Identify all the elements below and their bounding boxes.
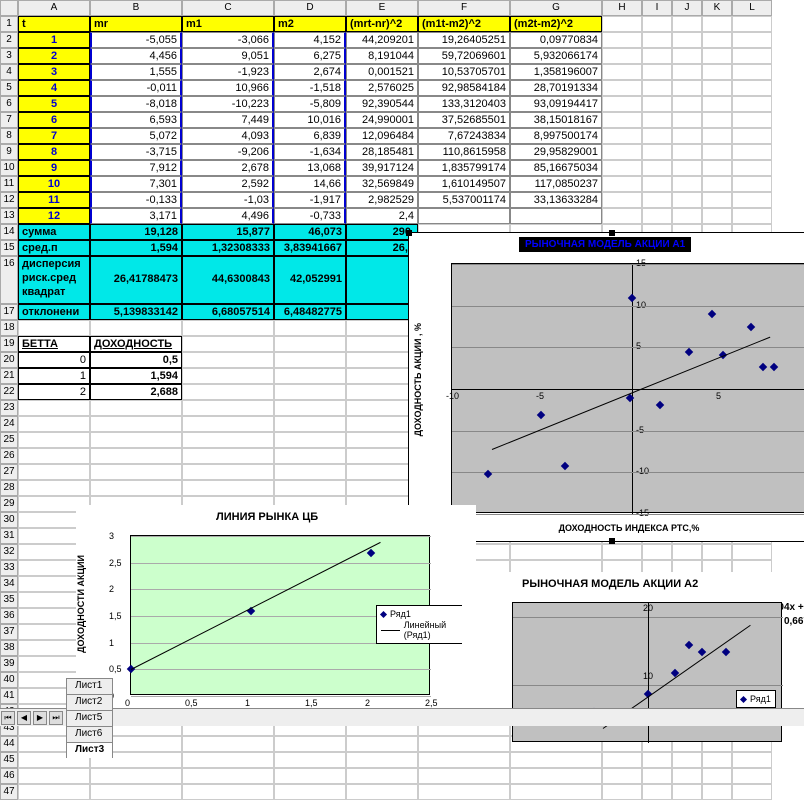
cell-t[interactable]: 12 bbox=[18, 208, 90, 224]
tab-last[interactable]: ⏭ bbox=[49, 711, 63, 725]
cell-t[interactable]: 7 bbox=[18, 128, 90, 144]
chart1-ylabel: ДОХОДНОСТЬ АКЦИИ , % bbox=[413, 323, 423, 436]
chart1-point bbox=[746, 323, 754, 331]
colhdr-F[interactable]: F bbox=[418, 0, 510, 16]
colhdr-K[interactable]: K bbox=[702, 0, 732, 16]
table-row: 9 8 -3,715 -9,206 -1,634 28,185481 110,8… bbox=[0, 144, 804, 160]
sheet-tab[interactable]: Лист1 bbox=[66, 678, 113, 694]
hdr-f[interactable]: (m1t-m2)^2 bbox=[418, 16, 510, 32]
chart1-point bbox=[708, 309, 716, 317]
tab-next[interactable]: ▶ bbox=[33, 711, 47, 725]
chart-a1[interactable]: РЫНОЧНАЯ МОДЕЛЬ АКЦИИ А1 ДОХОДНОСТЬ АКЦИ… bbox=[408, 232, 804, 542]
chart1-point bbox=[537, 410, 545, 418]
chart1-point bbox=[656, 401, 664, 409]
colhdr-L[interactable]: L bbox=[732, 0, 772, 16]
table-row: 6 5 -8,018 -10,223 -5,809 92,390544 133,… bbox=[0, 96, 804, 112]
chart1-point bbox=[561, 462, 569, 470]
table-row: 8 7 5,072 4,093 6,839 12,096484 7,672438… bbox=[0, 128, 804, 144]
colhdr-H[interactable]: H bbox=[602, 0, 642, 16]
sheet-tabs: ⏮ ◀ ▶ ⏭ Лист1Лист2Лист5Лист6Лист3 bbox=[0, 708, 804, 726]
chart1-point bbox=[770, 362, 778, 370]
rowhdr-1[interactable]: 1 bbox=[0, 16, 18, 32]
table-row: 4 3 1,555 -1,923 2,674 0,001521 10,53705… bbox=[0, 64, 804, 80]
chart-a2[interactable]: РЫНОЧНАЯ МОДЕЛЬ АКЦИИ А2 y = 1,0304x + 2… bbox=[462, 572, 804, 722]
table-row: 7 6 6,593 7,449 10,016 24,990001 37,5268… bbox=[0, 112, 804, 128]
colhdr-B[interactable]: B bbox=[90, 0, 182, 16]
cell-t[interactable]: 11 bbox=[18, 192, 90, 208]
table-row: 10 9 7,912 2,678 13,068 39,917124 1,8357… bbox=[0, 160, 804, 176]
hdr-t[interactable]: t bbox=[18, 16, 90, 32]
table-row: 5 4 -0,011 10,966 -1,518 2,576025 92,985… bbox=[0, 80, 804, 96]
chart3-legend: Ряд1 bbox=[736, 690, 776, 708]
cell-t[interactable]: 4 bbox=[18, 80, 90, 96]
tab-prev[interactable]: ◀ bbox=[17, 711, 31, 725]
sheet-tab[interactable]: Лист2 bbox=[66, 694, 113, 710]
colhdr-C[interactable]: C bbox=[182, 0, 274, 16]
hdr-g[interactable]: (m2t-m2)^2 bbox=[510, 16, 602, 32]
hdr-m1[interactable]: m1 bbox=[182, 16, 274, 32]
sheet-tab[interactable]: Лист3 bbox=[66, 742, 113, 758]
betta-hdr-a[interactable]: БЕТТА bbox=[18, 336, 90, 352]
cell-t[interactable]: 1 bbox=[18, 32, 90, 48]
chart1-point bbox=[759, 363, 767, 371]
colhdr-D[interactable]: D bbox=[274, 0, 346, 16]
cell-t[interactable]: 2 bbox=[18, 48, 90, 64]
tab-first[interactable]: ⏮ bbox=[1, 711, 15, 725]
hdr-m2[interactable]: m2 bbox=[274, 16, 346, 32]
betta-hdr-b[interactable]: ДОХОДНОСТЬ bbox=[90, 336, 182, 352]
table-row: 13 12 3,171 4,496 -0,733 2,4 bbox=[0, 208, 804, 224]
cell-t[interactable]: 5 bbox=[18, 96, 90, 112]
sheet-tab[interactable]: Лист5 bbox=[66, 710, 113, 726]
colhdr-I[interactable]: I bbox=[642, 0, 672, 16]
table-row: 12 11 -0,133 -1,03 -1,917 2,982529 5,537… bbox=[0, 192, 804, 208]
chart2-title: ЛИНИЯ РЫНКА ЦБ bbox=[216, 511, 318, 523]
chart2-point bbox=[367, 548, 375, 556]
colhdr-G[interactable]: G bbox=[510, 0, 602, 16]
hdr-e[interactable]: (mrt-nr)^2 bbox=[346, 16, 418, 32]
cell-t[interactable]: 3 bbox=[18, 64, 90, 80]
cell-t[interactable]: 9 bbox=[18, 160, 90, 176]
colhdr-J[interactable]: J bbox=[672, 0, 702, 16]
table-row: 3 2 4,456 9,051 6,275 8,191044 59,720696… bbox=[0, 48, 804, 64]
chart1-point bbox=[483, 470, 491, 478]
chart2-ylabel: ДОХОДНОСТИ АКЦИИ bbox=[76, 555, 86, 653]
chart3-title: РЫНОЧНАЯ МОДЕЛЬ АКЦИИ А2 bbox=[522, 578, 698, 590]
cell-t[interactable]: 10 bbox=[18, 176, 90, 192]
chart1-point bbox=[685, 347, 693, 355]
table-row: 11 10 7,301 2,592 14,66 32,569849 1,6101… bbox=[0, 176, 804, 192]
cell-t[interactable]: 6 bbox=[18, 112, 90, 128]
colhdr-E[interactable]: E bbox=[346, 0, 418, 16]
column-headers: A B C D E F G H I J K L bbox=[0, 0, 804, 16]
hdr-mr[interactable]: mr bbox=[90, 16, 182, 32]
chart2-legend: Ряд1 Линейный (Ряд1) bbox=[376, 605, 476, 644]
sheet-tab[interactable]: Лист6 bbox=[66, 726, 113, 742]
table-row: 2 1 -5,055 -3,066 4,152 44,209201 19,264… bbox=[0, 32, 804, 48]
chart1-plot: -15-10-551015 -10-5510 bbox=[451, 263, 804, 513]
chart3-point bbox=[684, 641, 692, 649]
header-row: 1 t mr m1 m2 (mrt-nr)^2 (m1t-m2)^2 (m2t-… bbox=[0, 16, 804, 32]
chart1-xlabel: ДОХОДНОСТЬ ИНДЕКСА РТС,% bbox=[519, 523, 739, 533]
cell-t[interactable]: 8 bbox=[18, 144, 90, 160]
chart1-title: РЫНОЧНАЯ МОДЕЛЬ АКЦИИ А1 bbox=[519, 237, 691, 252]
colhdr-A[interactable]: A bbox=[18, 0, 90, 16]
chart3-point bbox=[722, 648, 730, 656]
chart1-point bbox=[628, 293, 636, 301]
chart-sml[interactable]: ЛИНИЯ РЫНКА ЦБ ДОХОДНОСТИ АКЦИИ y = 00,5… bbox=[76, 505, 476, 710]
